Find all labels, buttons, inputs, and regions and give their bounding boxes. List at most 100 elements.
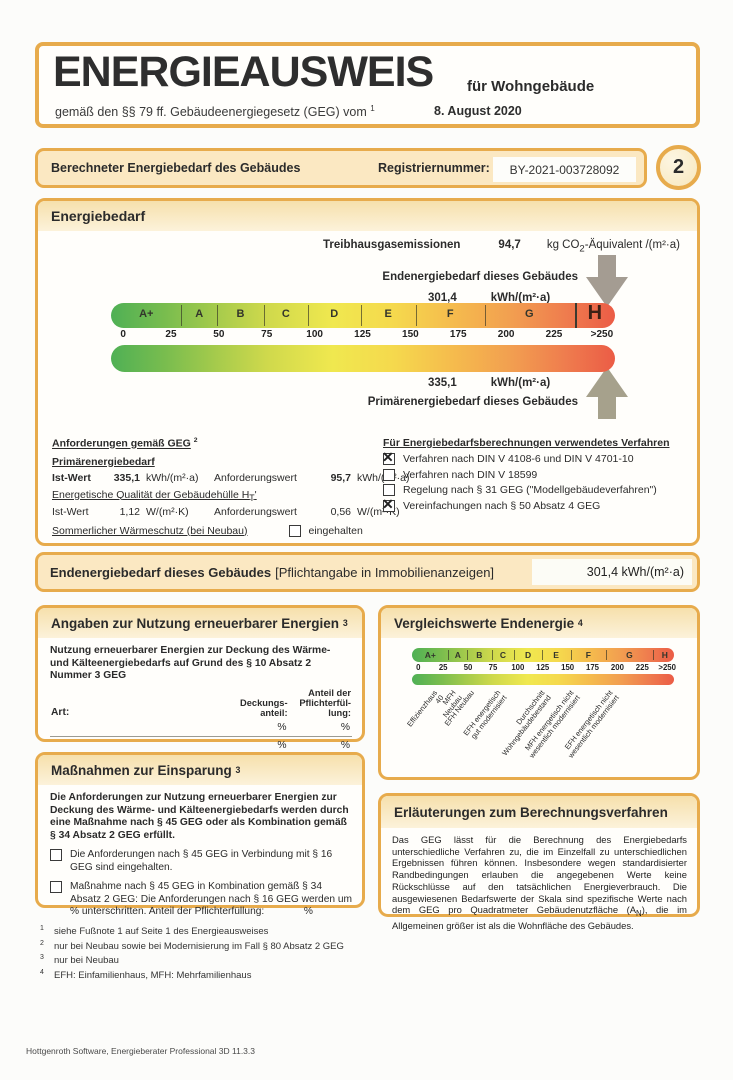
scale-divider: [360, 305, 362, 326]
scale-letter: G: [525, 308, 534, 320]
scale-tick: 125: [536, 663, 550, 672]
envelope-quality-subtitle: Energetische Qualität der Gebäudehülle H…: [52, 488, 257, 503]
page-number-badge: 2: [656, 145, 701, 190]
scale-letter: B: [476, 650, 483, 660]
measure-checkbox-45geg[interactable]: [50, 849, 62, 862]
primary-demand-subtitle: Primärenergiebedarf: [52, 455, 155, 468]
end-energy-value: 301,4: [428, 292, 457, 304]
measures-item-label: Maßnahme nach § 45 GEG in Kombination ge…: [70, 881, 386, 917]
anteil-input-line[interactable]: %: [288, 718, 352, 737]
explanation-section: Erläuterungen zum Berechnungsverfahren D…: [378, 793, 700, 931]
scale-divider: [448, 650, 450, 660]
explanation-body: Das GEG lässt für die Berechnung des Ene…: [392, 834, 687, 931]
software-credit: Hottgenroth Software, Energieberater Pro…: [26, 1046, 256, 1056]
document-title: ENERGIEAUSWEIS: [53, 48, 434, 96]
primary-energy-label: Primärenergiebedarf dieses Gebäudes: [367, 396, 578, 408]
scale-tick: 100: [511, 663, 525, 672]
arrow-down-icon: [586, 255, 628, 307]
scale-letter: F: [446, 308, 454, 320]
end-energy-value-row: 301,4 kWh/(m²·a): [428, 292, 578, 304]
scale-divider: [264, 305, 266, 326]
deckung-input-line[interactable]: %: [225, 718, 289, 737]
ghg-value: 94,7: [498, 239, 521, 251]
procedure-item: ✕ Vereinfachungen nach § 50 Absatz 4 GEG: [382, 495, 693, 512]
scale-letter: A+: [139, 308, 154, 320]
requirements-column: Anforderungen gemäß GEG 2 Primärenergieb…: [52, 437, 410, 537]
requirement-value: 0,56: [330, 505, 351, 518]
ist-unit: W/(m²·K): [146, 505, 189, 518]
col-art: Art:: [51, 706, 70, 718]
procedure-checkbox-din18599[interactable]: [383, 468, 395, 481]
primary-energy-value-row: 335,1 kWh/(m²·a): [428, 377, 578, 389]
procedure-title: Für Energiebedarfsberechnungen verwendet…: [383, 437, 670, 449]
procedure-checkbox-vereinfachungen[interactable]: ✕: [382, 495, 395, 512]
scale-tick: 25: [438, 663, 448, 672]
scale-letter: A: [454, 650, 461, 660]
ist-label: Ist-Wert: [52, 505, 89, 518]
scale-letter: D: [330, 308, 339, 320]
summer-heat-protection-label: Sommerlicher Wärmeschutz (bei Neubau): [52, 524, 248, 537]
scale-divider: [541, 650, 543, 660]
summer-heat-checkbox[interactable]: [289, 524, 302, 537]
procedure-checkbox-modellgebaeude[interactable]: [383, 484, 395, 496]
summer-heat-checkbox-label: eingehalten: [308, 524, 363, 537]
renewables-intro: Nutzung erneuerbarer Energien zur Deckun…: [50, 645, 331, 681]
scale-letter: E: [384, 308, 392, 320]
procedure-item: Regelung nach § 31 GEG ("Modellgebäudeve…: [383, 484, 693, 496]
comparison-letter-bar: A+ A B C D E F G H: [412, 648, 674, 662]
requirement-value: 95,7: [330, 471, 351, 484]
col-pflichterfuellung: Anteil der Pflichterfül- lung:: [299, 687, 351, 718]
measure-checkbox-kombination[interactable]: [50, 881, 62, 894]
comparison-title: Vergleichswerte Endenergie 4: [381, 608, 697, 638]
ghg-unit: kg CO2-Äquivalent /(m²·a): [546, 239, 680, 255]
explanation-title: Erläuterungen zum Berechnungsverfahren: [381, 796, 697, 828]
scale-divider: [181, 305, 183, 326]
end-energy-unit: kWh/(m²·a): [490, 292, 551, 304]
scale-tick: 0: [120, 329, 126, 340]
law-reference: gemäß den §§ 79 ff. Gebäudeenergiegesetz…: [55, 104, 375, 120]
primary-energy-value: 335,1: [428, 377, 457, 389]
scale-letter: C: [499, 650, 506, 660]
scale-letter: A: [195, 308, 204, 320]
primary-demand-row: Ist-Wert 335,1 kWh/(m²·a) Anforderungswe…: [52, 471, 410, 484]
arrow-up-icon: [586, 367, 628, 419]
scale-tick: 200: [610, 663, 624, 672]
scale-tick: 100: [306, 329, 323, 340]
col-deckungsanteil: Deckungs- anteil:: [240, 697, 288, 718]
primary-energy-unit: kWh/(m²·a): [490, 377, 551, 389]
scale-divider: [467, 650, 469, 660]
measures-intro: Die Anforderungen zur Nutzung erneuerbar…: [50, 792, 349, 841]
banner-value: 301,4 kWh/(m²·a): [532, 559, 692, 585]
procedure-item-label: Vereinfachungen nach § 50 Absatz 4 GEG: [403, 499, 601, 512]
banner-label-bold: Endenergiebedarf dieses Gebäudes: [50, 564, 272, 580]
footnote: 2 nur bei Neubau sowie bei Modernisierung…: [40, 939, 344, 952]
scale-divider: [606, 650, 608, 660]
procedure-item: ✕ Verfahren nach DIN V 4108-6 und DIN V …: [382, 449, 693, 465]
scale-letter: E: [553, 650, 559, 660]
scale-divider: [308, 305, 310, 326]
section-title-energiebedarf: Energiebedarf: [38, 201, 697, 231]
procedure-checkbox-din4108[interactable]: ✕: [382, 449, 395, 465]
footnote: 1 siehe Fußnote 1 auf Seite 1 des Energie…: [40, 925, 269, 937]
procedure-item-label: Regelung nach § 31 GEG ("Modellgebäudeve…: [403, 484, 657, 496]
envelope-quality-row: Ist-Wert 1,12 W/(m²·K) Anforderungswert …: [52, 505, 400, 518]
measures-title: Maßnahmen zur Einsparung 3: [38, 755, 362, 785]
comparison-labels: Effizienzhaus 40 MFH Neubau EFH Neubau E…: [405, 685, 674, 777]
renewables-row: % %: [50, 718, 352, 737]
procedure-column: Für Energiebedarfsberechnungen verwendet…: [382, 437, 693, 515]
registration-bar: Berechneter Energiebedarf des Gebäudes R…: [35, 148, 647, 188]
scale-letter: D: [524, 650, 532, 660]
requirement-label: Anforderungswert: [214, 471, 297, 484]
ist-unit: kWh/(m²·a): [146, 471, 199, 484]
scale-tick: 0: [416, 663, 421, 672]
ghg-label: Treibhausgasemissionen: [323, 239, 461, 251]
scale-tick: 200: [497, 329, 515, 340]
requirement-label: Anforderungswert: [214, 505, 297, 518]
registration-number-label: Registriernummer:: [378, 161, 490, 175]
scale-tick: >250: [658, 663, 676, 672]
art-input-line[interactable]: [50, 718, 226, 737]
scale-divider: [491, 650, 493, 660]
scale-letter: F: [585, 650, 591, 660]
renewables-title: Angaben zur Nutzung erneuerbarer Energie…: [38, 608, 362, 638]
